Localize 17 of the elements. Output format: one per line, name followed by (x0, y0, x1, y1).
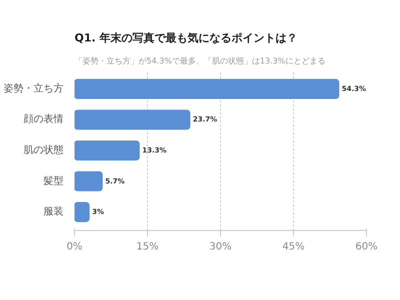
bar (74, 171, 103, 192)
y-tick-label: 髪型 (44, 174, 64, 187)
bar (74, 202, 90, 222)
x-tick-label: 45% (282, 242, 305, 252)
y-tick-label: 肌の状態 (24, 144, 64, 156)
y-tick-label: 姿勢・立ち方 (4, 82, 64, 94)
bar (74, 78, 340, 99)
x-tick-label: 0% (66, 242, 82, 252)
bar (74, 110, 190, 130)
x-tick-label: 60% (355, 242, 378, 252)
x-tick-label: 30% (209, 242, 232, 252)
chart-title: Q1. 年末の写真で最も気になるポイントは？ (74, 32, 298, 44)
chart-subtitle: 「姿勢・立ち方」が54.3%で最多、「肌の状態」は13.3%にとどまる (74, 56, 326, 66)
bar (74, 140, 140, 161)
y-tick-label: 服装 (44, 206, 64, 218)
y-tick-label: 顔の表情 (24, 113, 64, 126)
x-tick-label: 15% (136, 242, 159, 252)
